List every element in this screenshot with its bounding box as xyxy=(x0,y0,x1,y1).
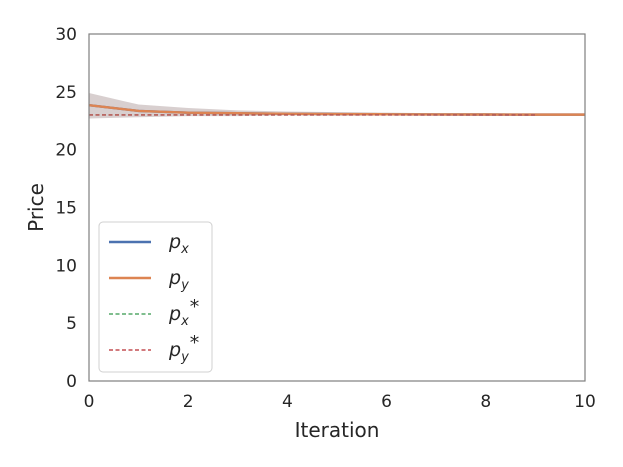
x-tick-label: 4 xyxy=(282,392,293,412)
x-tick-label: 10 xyxy=(574,392,596,412)
y-tick-label: 25 xyxy=(55,83,77,103)
y-axis-label: Price xyxy=(24,183,48,232)
x-tick-label: 0 xyxy=(84,392,95,412)
y-axis-ticks: 0 5 10 15 20 25 30 xyxy=(55,25,77,392)
x-tick-label: 8 xyxy=(480,392,491,412)
x-axis-ticks: 0 2 4 6 8 10 xyxy=(84,392,596,412)
y-tick-label: 30 xyxy=(55,25,77,45)
legend-label: py xyxy=(168,267,189,293)
plot-frame xyxy=(88,33,586,382)
x-tick-label: 6 xyxy=(381,392,392,412)
y-tick-label: 0 xyxy=(66,372,77,392)
x-axis-label: Iteration xyxy=(295,418,380,442)
legend-label: px xyxy=(168,231,189,257)
series-layer xyxy=(88,103,585,116)
y-tick-label: 5 xyxy=(66,314,77,334)
y-tick-label: 15 xyxy=(55,199,77,219)
legend-box xyxy=(98,221,213,373)
legend-label: py* xyxy=(168,332,199,365)
x-tick-label: 2 xyxy=(183,392,194,412)
y-tick-label: 10 xyxy=(55,256,77,276)
legend-label: px* xyxy=(168,296,199,329)
legend: px py px*py* xyxy=(98,221,213,373)
y-tick-label: 20 xyxy=(55,141,77,161)
